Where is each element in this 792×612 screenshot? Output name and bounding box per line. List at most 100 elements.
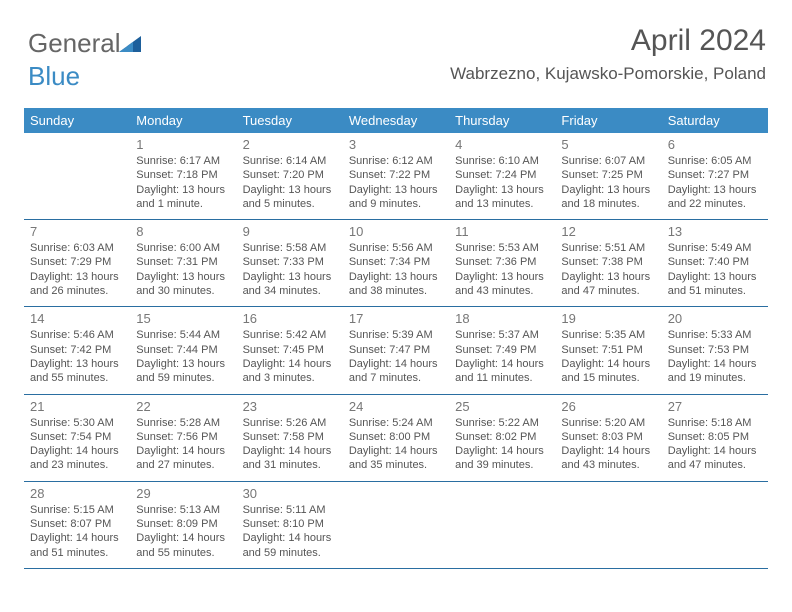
day-info-line: Sunset: 8:00 PM [349, 430, 443, 444]
day-info-line: Daylight: 14 hours [561, 357, 655, 371]
day-info-line: Daylight: 14 hours [243, 357, 337, 371]
day-info-line: Sunset: 7:18 PM [136, 168, 230, 182]
day-header: Monday [130, 108, 236, 133]
day-header-row: Sunday Monday Tuesday Wednesday Thursday… [24, 108, 768, 133]
logo: General Blue [28, 28, 141, 92]
day-header: Sunday [24, 108, 130, 133]
day-info-line: Daylight: 14 hours [455, 357, 549, 371]
day-info-line: Sunset: 7:47 PM [349, 343, 443, 357]
day-info-line: and 1 minute. [136, 197, 230, 211]
day-info-line: Daylight: 13 hours [136, 270, 230, 284]
day-cell: 10Sunrise: 5:56 AMSunset: 7:34 PMDayligh… [343, 220, 449, 306]
day-header: Thursday [449, 108, 555, 133]
day-info-line: Sunrise: 5:42 AM [243, 328, 337, 342]
day-number: 29 [136, 486, 230, 501]
day-info-line: Sunrise: 5:20 AM [561, 416, 655, 430]
day-header: Saturday [662, 108, 768, 133]
day-info-line: Sunrise: 5:58 AM [243, 241, 337, 255]
day-cell: 1Sunrise: 6:17 AMSunset: 7:18 PMDaylight… [130, 133, 236, 219]
day-info-line: Sunrise: 5:11 AM [243, 503, 337, 517]
day-number: 27 [668, 399, 762, 414]
day-info-line: Daylight: 13 hours [455, 270, 549, 284]
day-info-line: Sunrise: 6:05 AM [668, 154, 762, 168]
day-cell: 2Sunrise: 6:14 AMSunset: 7:20 PMDaylight… [237, 133, 343, 219]
day-info-line: and 39 minutes. [455, 458, 549, 472]
day-info-line: Sunrise: 6:10 AM [455, 154, 549, 168]
day-header: Tuesday [237, 108, 343, 133]
day-info-line: Sunset: 7:51 PM [561, 343, 655, 357]
day-cell: 20Sunrise: 5:33 AMSunset: 7:53 PMDayligh… [662, 307, 768, 393]
day-info-line: Sunset: 7:25 PM [561, 168, 655, 182]
day-info-line: Sunrise: 5:37 AM [455, 328, 549, 342]
day-info-line: Sunrise: 5:22 AM [455, 416, 549, 430]
day-number: 28 [30, 486, 124, 501]
day-info-line: Sunset: 7:29 PM [30, 255, 124, 269]
logo-text-1: General [28, 28, 121, 58]
day-number: 23 [243, 399, 337, 414]
day-info-line: Sunset: 7:27 PM [668, 168, 762, 182]
day-info-line: Sunset: 7:44 PM [136, 343, 230, 357]
day-info-line: Sunrise: 5:49 AM [668, 241, 762, 255]
day-cell: 12Sunrise: 5:51 AMSunset: 7:38 PMDayligh… [555, 220, 661, 306]
day-info-line: and 34 minutes. [243, 284, 337, 298]
day-number: 22 [136, 399, 230, 414]
day-number: 1 [136, 137, 230, 152]
day-info-line: Sunrise: 6:00 AM [136, 241, 230, 255]
day-cell: 14Sunrise: 5:46 AMSunset: 7:42 PMDayligh… [24, 307, 130, 393]
day-info-line: Sunset: 7:58 PM [243, 430, 337, 444]
day-info-line: and 43 minutes. [455, 284, 549, 298]
day-info-line: Daylight: 13 hours [243, 183, 337, 197]
day-info-line: Sunset: 7:38 PM [561, 255, 655, 269]
day-info-line: Sunset: 7:40 PM [668, 255, 762, 269]
day-info-line: and 18 minutes. [561, 197, 655, 211]
day-info-line: and 7 minutes. [349, 371, 443, 385]
logo-triangle-icon [119, 30, 141, 61]
day-info-line: Sunrise: 5:51 AM [561, 241, 655, 255]
day-info-line: Sunset: 7:20 PM [243, 168, 337, 182]
week-row: 1Sunrise: 6:17 AMSunset: 7:18 PMDaylight… [24, 133, 768, 220]
day-number: 21 [30, 399, 124, 414]
day-info-line: Daylight: 13 hours [349, 270, 443, 284]
month-title: April 2024 [450, 24, 766, 58]
day-number: 16 [243, 311, 337, 326]
day-cell: 29Sunrise: 5:13 AMSunset: 8:09 PMDayligh… [130, 482, 236, 568]
week-row: 14Sunrise: 5:46 AMSunset: 7:42 PMDayligh… [24, 307, 768, 394]
day-cell: 8Sunrise: 6:00 AMSunset: 7:31 PMDaylight… [130, 220, 236, 306]
week-row: 21Sunrise: 5:30 AMSunset: 7:54 PMDayligh… [24, 395, 768, 482]
day-info-line: Sunrise: 5:30 AM [30, 416, 124, 430]
day-cell: 9Sunrise: 5:58 AMSunset: 7:33 PMDaylight… [237, 220, 343, 306]
day-info-line: Sunset: 8:05 PM [668, 430, 762, 444]
day-info-line: Daylight: 14 hours [455, 444, 549, 458]
day-cell [449, 482, 555, 568]
day-cell: 5Sunrise: 6:07 AMSunset: 7:25 PMDaylight… [555, 133, 661, 219]
day-info-line: Daylight: 14 hours [136, 444, 230, 458]
day-number: 19 [561, 311, 655, 326]
day-info-line: Daylight: 13 hours [561, 183, 655, 197]
day-cell: 26Sunrise: 5:20 AMSunset: 8:03 PMDayligh… [555, 395, 661, 481]
day-info-line: and 5 minutes. [243, 197, 337, 211]
day-info-line: Sunrise: 6:12 AM [349, 154, 443, 168]
day-info-line: Daylight: 14 hours [349, 357, 443, 371]
day-info-line: Daylight: 13 hours [455, 183, 549, 197]
day-info-line: Sunrise: 6:03 AM [30, 241, 124, 255]
day-info-line: and 47 minutes. [668, 458, 762, 472]
day-number: 13 [668, 224, 762, 239]
day-number: 6 [668, 137, 762, 152]
day-cell: 7Sunrise: 6:03 AMSunset: 7:29 PMDaylight… [24, 220, 130, 306]
day-cell: 27Sunrise: 5:18 AMSunset: 8:05 PMDayligh… [662, 395, 768, 481]
day-info-line: Daylight: 13 hours [668, 183, 762, 197]
day-info-line: Sunset: 7:42 PM [30, 343, 124, 357]
day-number: 30 [243, 486, 337, 501]
day-cell: 17Sunrise: 5:39 AMSunset: 7:47 PMDayligh… [343, 307, 449, 393]
day-info-line: Sunrise: 5:44 AM [136, 328, 230, 342]
location-label: Wabrzezno, Kujawsko-Pomorskie, Poland [450, 64, 766, 84]
day-cell: 3Sunrise: 6:12 AMSunset: 7:22 PMDaylight… [343, 133, 449, 219]
day-cell: 30Sunrise: 5:11 AMSunset: 8:10 PMDayligh… [237, 482, 343, 568]
day-info-line: Daylight: 13 hours [30, 270, 124, 284]
day-info-line: and 27 minutes. [136, 458, 230, 472]
day-number: 15 [136, 311, 230, 326]
day-info-line: Sunrise: 5:35 AM [561, 328, 655, 342]
day-info-line: Sunrise: 5:33 AM [668, 328, 762, 342]
day-info-line: and 30 minutes. [136, 284, 230, 298]
day-number: 20 [668, 311, 762, 326]
